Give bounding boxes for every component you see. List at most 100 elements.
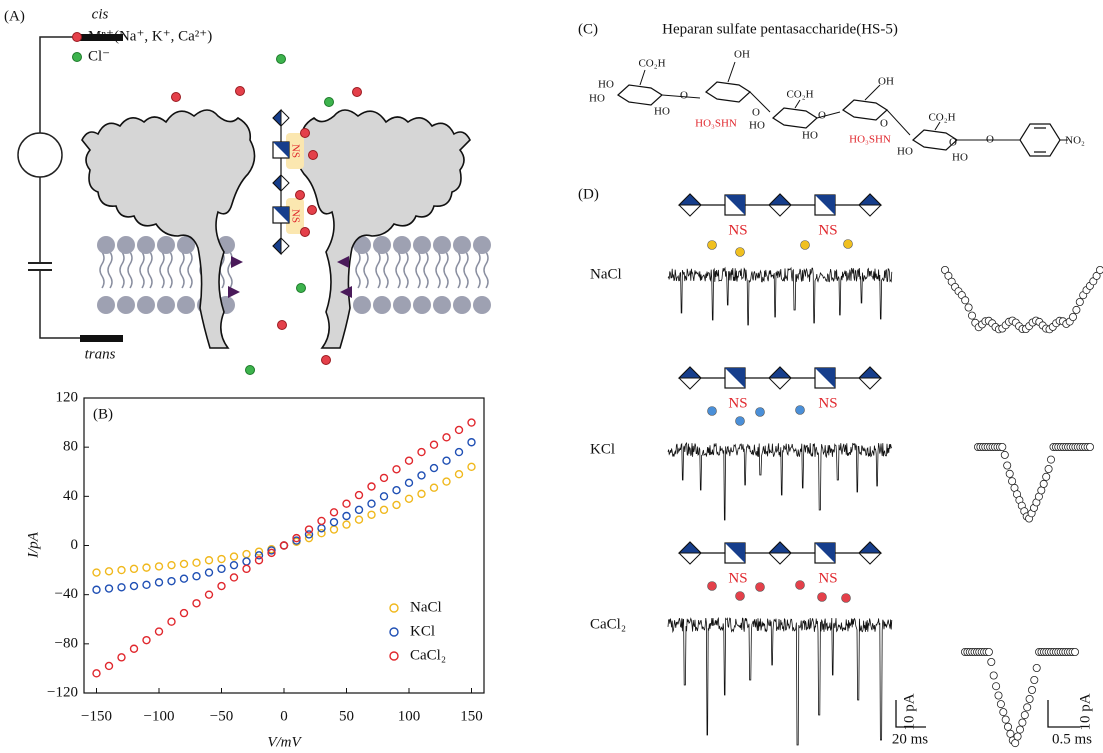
panel-label: (B) [93, 406, 113, 422]
lipid-tail [395, 251, 409, 289]
event-point [1071, 648, 1080, 657]
data-point [229, 560, 239, 570]
row-label: KCl [590, 441, 615, 457]
data-point [467, 462, 476, 472]
cation [300, 227, 310, 237]
data-point [92, 568, 101, 577]
data-point [379, 492, 389, 501]
lipid-tail [415, 251, 429, 289]
data-point [254, 547, 264, 556]
glycan-square-fill [273, 207, 289, 223]
cation [307, 205, 317, 215]
data-point [229, 573, 239, 582]
data-point [417, 489, 426, 499]
panel-label: (C) [578, 21, 598, 37]
data-point [417, 471, 426, 480]
x-tick-label: 150 [460, 708, 483, 724]
glycan-diamond-fill [857, 193, 883, 206]
y-tick-label: 0 [71, 537, 79, 553]
cation [72, 32, 82, 42]
scale-bar [895, 700, 926, 728]
data-point [154, 578, 164, 587]
event-point [1047, 455, 1056, 464]
lipid-head [157, 236, 175, 254]
data-point [117, 565, 126, 575]
lipid-head [393, 236, 411, 254]
data-point [217, 554, 226, 564]
legend-label: CaCl₂ [410, 647, 446, 663]
atom-label: OH [878, 76, 894, 88]
atom-label: HO₃SHN [849, 134, 891, 146]
x-tick-label: −50 [210, 708, 233, 724]
lipid-head [473, 236, 491, 254]
data-point [242, 557, 251, 566]
atom-label: HO₃SHN [695, 118, 737, 130]
atom-label: HO [952, 152, 968, 164]
event-point [1086, 442, 1095, 451]
data-point [92, 585, 101, 594]
ion [755, 582, 765, 592]
anion [296, 283, 306, 293]
event-point [1001, 715, 1010, 724]
event-point [1044, 464, 1053, 473]
ns-highlight [286, 133, 304, 169]
lipid-tail [435, 251, 449, 289]
data-point [104, 661, 114, 671]
panel-title: Heparan sulfate pentasaccharide(HS-5) [662, 21, 898, 37]
lipid-head [177, 236, 195, 254]
row-label: CaCl₂ [590, 616, 626, 632]
data-point [454, 447, 464, 457]
event-point [1023, 703, 1032, 712]
glycan-square-fill [273, 142, 289, 158]
lipid-tail [139, 251, 153, 289]
data-point [154, 627, 164, 636]
protein [296, 109, 471, 349]
current-trace [667, 616, 893, 746]
lipid-tail [375, 251, 389, 289]
event-point [1039, 479, 1048, 488]
data-point [192, 558, 201, 567]
ns-label: NS [818, 570, 837, 586]
data-point [354, 490, 364, 500]
ns-label: NS [728, 395, 747, 411]
data-point [204, 590, 214, 599]
ion [841, 593, 851, 603]
ion [735, 247, 745, 257]
current-trace [667, 441, 893, 521]
lipid-head [433, 296, 451, 314]
data-point [179, 559, 189, 569]
data-point [217, 581, 226, 591]
data-point [104, 567, 114, 576]
glycan-diamond-fill [857, 541, 883, 554]
data-point [267, 546, 276, 555]
y-axis-label: I/pA [25, 531, 41, 559]
data-point [329, 525, 339, 534]
event-point [961, 296, 970, 305]
data-point [92, 669, 101, 678]
data-point [404, 478, 414, 488]
legend-marker [389, 651, 399, 661]
data-point [354, 505, 364, 515]
data-point [292, 536, 301, 545]
residue-marker [340, 286, 352, 298]
glycan-diamond-fill [677, 541, 703, 554]
electrode [80, 335, 123, 342]
event-point [1018, 718, 1027, 727]
data-point [342, 499, 351, 508]
data-point [379, 505, 389, 515]
atom-label: HO [598, 79, 614, 91]
event-point [941, 265, 950, 274]
lipid-tail [455, 251, 469, 289]
data-point [429, 463, 439, 473]
residue-marker [228, 286, 240, 298]
panel-label: (A) [4, 8, 25, 24]
atom-label: O [680, 90, 688, 102]
ion [755, 407, 765, 417]
glycan-diamond-fill [272, 108, 282, 128]
data-point [129, 564, 139, 574]
ion [817, 592, 827, 602]
ion [707, 581, 717, 591]
lipid-tail [475, 251, 489, 289]
data-point [342, 520, 351, 529]
